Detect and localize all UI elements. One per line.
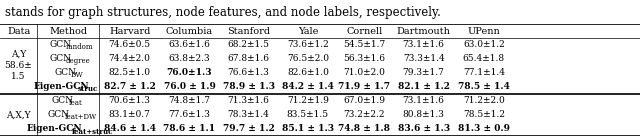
Text: 76.6±1.3: 76.6±1.3: [228, 68, 269, 77]
Text: 73.1±1.6: 73.1±1.6: [403, 96, 445, 105]
Text: 71.0±2.0: 71.0±2.0: [344, 68, 385, 77]
Text: Dartmouth: Dartmouth: [397, 27, 451, 35]
Text: 67.0±1.9: 67.0±1.9: [344, 96, 385, 105]
Text: 79.7 ± 1.2: 79.7 ± 1.2: [223, 124, 275, 133]
Text: Columbia: Columbia: [166, 27, 213, 35]
Text: 78.5±1.2: 78.5±1.2: [463, 110, 505, 119]
Text: 77.1±1.4: 77.1±1.4: [463, 68, 505, 77]
Text: 76.5±2.0: 76.5±2.0: [287, 54, 329, 63]
Text: 70.6±1.3: 70.6±1.3: [109, 96, 150, 105]
Text: 74.4±2.0: 74.4±2.0: [109, 54, 150, 63]
Text: 71.3±1.6: 71.3±1.6: [228, 96, 269, 105]
Text: 82.7 ± 1.2: 82.7 ± 1.2: [104, 82, 156, 91]
Text: 83.1±0.7: 83.1±0.7: [109, 110, 150, 119]
Text: struc: struc: [78, 85, 99, 93]
Text: 73.1±1.6: 73.1±1.6: [403, 40, 445, 49]
Text: DW: DW: [71, 71, 84, 79]
Text: 54.5±1.7: 54.5±1.7: [343, 40, 386, 49]
Text: 71.2±1.9: 71.2±1.9: [287, 96, 329, 105]
Text: GCN: GCN: [54, 68, 76, 77]
Text: 79.3±1.7: 79.3±1.7: [403, 68, 445, 77]
Text: 56.3±1.6: 56.3±1.6: [344, 54, 385, 63]
Text: 76.0 ± 1.9: 76.0 ± 1.9: [163, 82, 216, 91]
Text: GCN: GCN: [52, 96, 74, 105]
Text: 63.0±1.2: 63.0±1.2: [463, 40, 505, 49]
Text: feat: feat: [68, 99, 82, 107]
Text: 84.2 ± 1.4: 84.2 ± 1.4: [282, 82, 334, 91]
Text: random: random: [66, 43, 93, 51]
Text: 63.6±1.6: 63.6±1.6: [168, 40, 211, 49]
Text: Eigen-GCN: Eigen-GCN: [34, 82, 89, 91]
Text: 71.9 ± 1.7: 71.9 ± 1.7: [339, 82, 390, 91]
Text: 74.8 ± 1.8: 74.8 ± 1.8: [339, 124, 390, 133]
Text: 84.6 ± 1.4: 84.6 ± 1.4: [104, 124, 156, 133]
Text: Method: Method: [49, 27, 87, 35]
Text: 63.8±2.3: 63.8±2.3: [168, 54, 211, 63]
Text: 77.6±1.3: 77.6±1.3: [168, 110, 211, 119]
Text: Cornell: Cornell: [346, 27, 383, 35]
Text: stands for graph structures, node features, and node labels, respectively.: stands for graph structures, node featur…: [5, 6, 441, 19]
Text: A,X,Y: A,X,Y: [6, 110, 31, 119]
Text: UPenn: UPenn: [467, 27, 500, 35]
Text: 68.2±1.5: 68.2±1.5: [228, 40, 269, 49]
Text: Eigen-GCN: Eigen-GCN: [27, 124, 83, 133]
Text: 65.4±1.8: 65.4±1.8: [463, 54, 505, 63]
Text: feat+DW: feat+DW: [65, 113, 97, 121]
Text: 81.3 ± 0.9: 81.3 ± 0.9: [458, 124, 510, 133]
Text: 73.2±2.2: 73.2±2.2: [344, 110, 385, 119]
Text: 80.8±1.3: 80.8±1.3: [403, 110, 445, 119]
Text: 78.5 ± 1.4: 78.5 ± 1.4: [458, 82, 510, 91]
Text: 83.5±1.5: 83.5±1.5: [287, 110, 329, 119]
Text: 76.0±1.3: 76.0±1.3: [166, 68, 212, 77]
Text: GCN: GCN: [49, 40, 71, 49]
Text: 78.3±1.4: 78.3±1.4: [228, 110, 269, 119]
Text: A,Y
58.6±
1.5: A,Y 58.6± 1.5: [4, 50, 33, 81]
Text: 82.6±1.0: 82.6±1.0: [287, 68, 329, 77]
Text: 82.5±1.0: 82.5±1.0: [109, 68, 150, 77]
Text: 85.1 ± 1.3: 85.1 ± 1.3: [282, 124, 334, 133]
Text: 78.6 ± 1.1: 78.6 ± 1.1: [163, 124, 216, 133]
Text: 67.8±1.6: 67.8±1.6: [228, 54, 269, 63]
Text: 74.6±0.5: 74.6±0.5: [109, 40, 150, 49]
Text: Yale: Yale: [298, 27, 318, 35]
Text: 74.8±1.7: 74.8±1.7: [168, 96, 211, 105]
Text: Data: Data: [7, 27, 30, 35]
Text: degree: degree: [66, 57, 90, 65]
Text: 73.6±1.2: 73.6±1.2: [287, 40, 329, 49]
Text: Stanford: Stanford: [227, 27, 270, 35]
Text: 73.3±1.4: 73.3±1.4: [403, 54, 445, 63]
Text: 71.2±2.0: 71.2±2.0: [463, 96, 505, 105]
Text: 78.9 ± 1.3: 78.9 ± 1.3: [223, 82, 275, 91]
Text: feat+struc: feat+struc: [72, 128, 113, 135]
Text: GCN: GCN: [49, 54, 71, 63]
Text: Harvard: Harvard: [109, 27, 150, 35]
Text: 82.1 ± 1.2: 82.1 ± 1.2: [397, 82, 450, 91]
Text: 83.6 ± 1.3: 83.6 ± 1.3: [397, 124, 450, 133]
Text: GCN: GCN: [48, 110, 70, 119]
